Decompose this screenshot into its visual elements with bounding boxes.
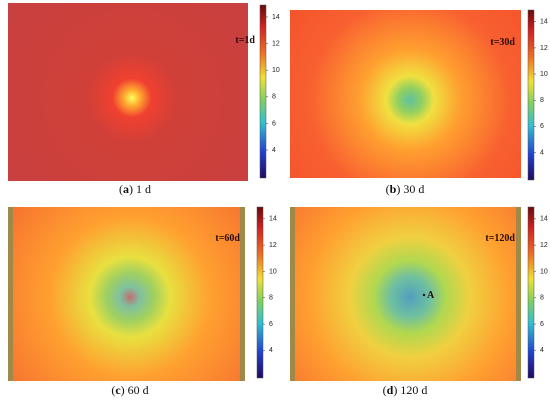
colorbar-tick-label: 14 <box>540 19 548 26</box>
panel: 4 6 8 10 12 14 t=1d (a) 1 d <box>8 3 280 196</box>
boundary-strip <box>516 207 521 381</box>
caption-prefix: ( <box>111 383 115 397</box>
panel: 4 6 8 10 12 14 t=120d A (d) 120 d <box>290 206 548 397</box>
caption-text: ) 1 d <box>129 182 151 196</box>
colorbar-tick-label: 6 <box>540 123 544 130</box>
colorbar-tick-label: 6 <box>540 321 544 328</box>
boundary-strip <box>290 207 295 381</box>
colorbar-tick-label: 12 <box>540 45 548 52</box>
colorbar-tick-label: 4 <box>272 147 276 154</box>
time-annotation: t=1d <box>235 35 255 46</box>
colorbar-tick-label: 8 <box>540 295 544 302</box>
caption: (a) 1 d <box>119 182 151 196</box>
contour-map <box>8 207 245 381</box>
caption-label: d <box>387 383 394 397</box>
panel: 4 6 8 10 12 14 t=60d (c) 60 d <box>8 206 277 397</box>
colorbar-tick-label: 14 <box>272 14 280 21</box>
colorbar <box>256 206 264 379</box>
caption-text: ) 30 d <box>396 182 424 196</box>
time-annotation: t=30d <box>490 37 515 48</box>
contour-map <box>290 10 521 178</box>
caption: (d) 120 d <box>383 383 428 397</box>
colorbar-tick-label: 8 <box>269 295 273 302</box>
caption: (b) 30 d <box>386 182 425 196</box>
caption-prefix: ( <box>383 383 387 397</box>
caption-label: c <box>115 383 121 397</box>
caption-text: ) 60 d <box>121 383 149 397</box>
colorbar <box>527 206 535 379</box>
caption: (c) 60 d <box>111 383 148 397</box>
colorbar-tick-label: 4 <box>540 347 544 354</box>
colorbar <box>527 9 535 181</box>
colorbar-tick-label: 6 <box>272 120 276 127</box>
colorbar-tick-label: 10 <box>540 71 548 78</box>
point-label: A <box>427 290 435 301</box>
colorbar-tick-label: 4 <box>540 149 544 156</box>
caption-label: a <box>123 182 129 196</box>
boundary-strip <box>8 207 13 381</box>
time-annotation: t=120d <box>485 233 515 244</box>
colorbar-tick-label: 12 <box>540 242 548 249</box>
colorbar <box>259 4 267 179</box>
time-annotation: t=60d <box>215 233 240 244</box>
colorbar-tick-label: 14 <box>269 216 277 223</box>
colorbar-tick-label: 10 <box>269 268 277 275</box>
panel: 4 6 8 10 12 14 t=30d (b) 30 d <box>290 9 548 196</box>
point-marker <box>422 293 426 297</box>
caption-label: b <box>390 182 397 196</box>
colorbar-tick-label: 4 <box>269 347 273 354</box>
colorbar-tick-label: 6 <box>269 321 273 328</box>
colorbar-tick-label: 8 <box>540 97 544 104</box>
colorbar-tick-label: 10 <box>540 268 548 275</box>
caption-text: ) 120 d <box>393 383 427 397</box>
colorbar-tick-label: 10 <box>272 67 280 74</box>
colorbar-tick-label: 12 <box>272 40 280 47</box>
contour-map <box>290 207 521 381</box>
contour-map <box>8 3 248 181</box>
colorbar-tick-label: 12 <box>269 242 277 249</box>
boundary-strip <box>240 207 245 381</box>
colorbar-tick-label: 8 <box>272 94 276 101</box>
caption-prefix: ( <box>119 182 123 196</box>
caption-prefix: ( <box>386 182 390 196</box>
colorbar-tick-label: 14 <box>540 216 548 223</box>
